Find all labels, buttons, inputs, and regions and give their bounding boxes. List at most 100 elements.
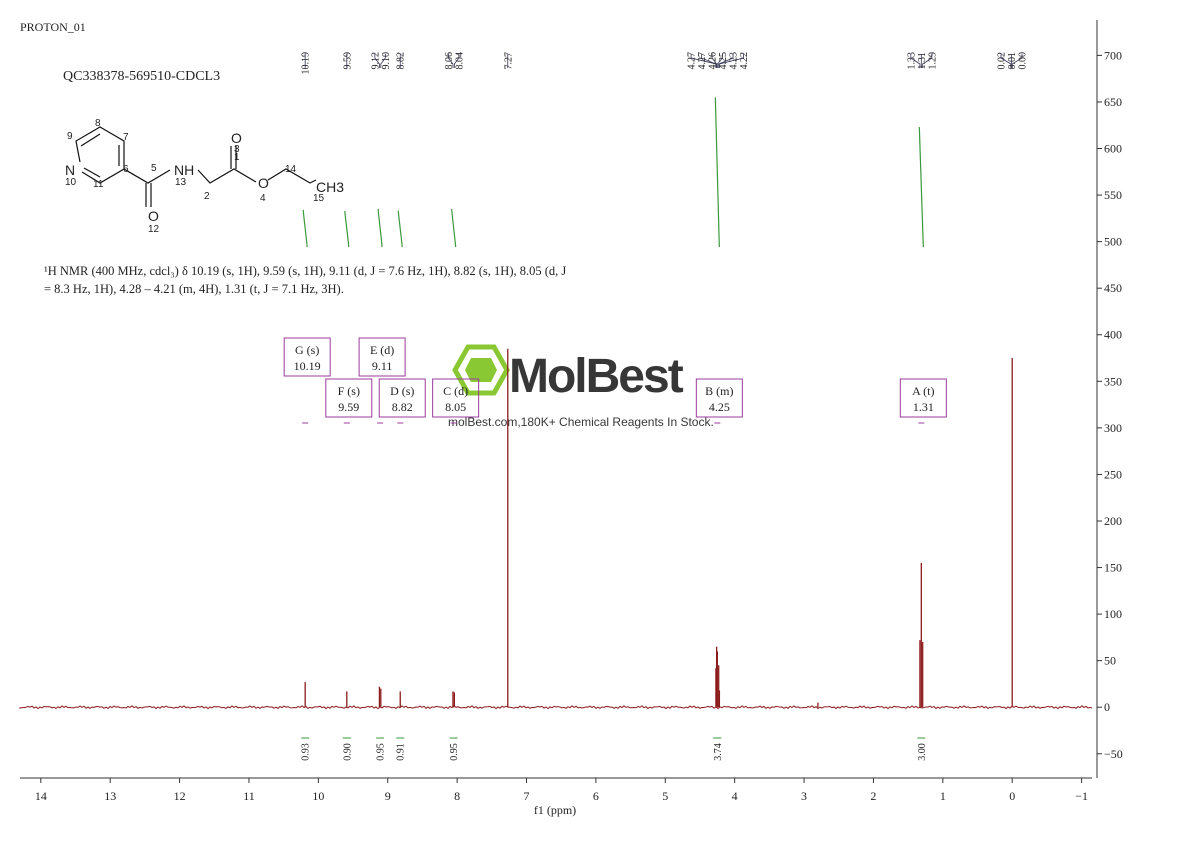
atom-number: 1: [234, 152, 240, 163]
peak-label: 8.82: [396, 52, 407, 70]
atom-number: 15: [313, 193, 325, 204]
peak-leader: [910, 54, 921, 68]
atom-number: 13: [175, 177, 187, 188]
peak-label: 1.33: [906, 52, 917, 70]
atom-number: 4: [260, 193, 266, 204]
baseline: [19, 705, 1093, 710]
integral-curve: [451, 208, 457, 248]
brand: MolBest: [509, 350, 684, 403]
watermark: MolBest molBest.com,180K+ Chemical Reage…: [448, 344, 714, 429]
atom-number: 12: [148, 224, 160, 235]
multiplet-shift: 8.82: [392, 400, 413, 414]
y-tick-label: 450: [1104, 281, 1122, 295]
integral-label: 3.00: [917, 743, 928, 761]
peak-leader: [701, 54, 717, 68]
peak-leader: [922, 54, 933, 68]
integral-curve: [397, 210, 403, 248]
peak-leader: [718, 54, 734, 68]
x-tick-label: −1: [1075, 789, 1088, 803]
x-tick-label: 12: [174, 789, 186, 803]
atom-number: 6: [123, 164, 129, 175]
integral-label: 0.95: [449, 743, 460, 761]
x-tick-label: 8: [454, 789, 460, 803]
peak-label: 9.12: [370, 52, 381, 70]
multiplet-shift: 8.05: [445, 400, 466, 414]
y-tick-label: 250: [1104, 467, 1122, 481]
multiplet-shift: 4.25: [709, 400, 730, 414]
peak-label: 4.22: [739, 52, 750, 70]
atom-number: 2: [204, 191, 210, 202]
y-tick-label: 500: [1104, 235, 1122, 249]
x-tick-label: 5: [662, 789, 668, 803]
atom: O: [231, 130, 242, 146]
multiplet-box: [283, 337, 331, 377]
multiplet-label: F (s): [338, 384, 360, 398]
x-tick-label: 11: [243, 789, 255, 803]
peak-leader: [719, 54, 744, 68]
peak-leader: [716, 54, 723, 68]
multiplet-box: [899, 378, 947, 418]
x-tick-label: 14: [35, 789, 47, 803]
multiplet-label: G (s): [295, 343, 319, 357]
sample-name: QC338378-569510-CDCL3: [63, 69, 220, 84]
integral-curve: [344, 210, 350, 248]
peak-label: 0.00: [1018, 52, 1029, 70]
multiplet-shift: 9.11: [372, 359, 393, 373]
x-tick-label: 2: [870, 789, 876, 803]
integral-label: 0.90: [342, 743, 353, 761]
x-tick-label: 0: [1009, 789, 1015, 803]
peak-leader: [448, 54, 454, 68]
atom: O: [148, 208, 159, 224]
atom: O: [258, 175, 269, 191]
peak-label: 4.26: [708, 52, 719, 70]
integral-label: 3.74: [713, 743, 724, 761]
atom-number: 3: [234, 144, 240, 155]
peak-leader: [711, 54, 718, 68]
multiplet-shift: 10.19: [294, 359, 321, 373]
atom-number: 5: [151, 163, 157, 174]
x-tick-label: 3: [801, 789, 807, 803]
peak-label: 4.27: [697, 52, 708, 70]
integral-curve: [377, 208, 383, 248]
x-tick-label: 9: [385, 789, 391, 803]
peak-leader: [374, 54, 380, 68]
integral-curve: [714, 97, 720, 248]
x-tick-label: 7: [524, 789, 530, 803]
tagline: molBest.com,180K+ Chemical Reagents In S…: [448, 415, 714, 429]
peak-label: 9.59: [342, 52, 353, 70]
description-line: ¹H NMR (400 MHz, cdcl₃) δ 10.19 (s, 1H),…: [44, 264, 566, 278]
multiplet-label: B (m): [705, 384, 733, 398]
peak-label: 7.27: [503, 52, 514, 70]
atom: N: [65, 162, 75, 178]
peak-leader: [1000, 54, 1012, 68]
peak-label: 1.29: [927, 52, 938, 70]
x-tick-label: 1: [940, 789, 946, 803]
y-tick-label: −50: [1104, 747, 1123, 761]
multiplet-box: [378, 378, 426, 418]
peak-leader: [453, 54, 460, 68]
atom-number: 9: [67, 131, 73, 142]
peak-label: 4.25: [718, 52, 729, 70]
atom-number: 11: [93, 179, 104, 190]
multiplet-shift: 1.31: [913, 400, 934, 414]
peak-label: 1.31: [917, 52, 928, 70]
x-axis-label: f1 (ppm): [534, 803, 576, 817]
peak-label: 8.06: [444, 52, 455, 70]
peak-label: 9.10: [381, 52, 392, 70]
multiplet-box: [325, 378, 373, 418]
peak-label: 4.27: [687, 52, 698, 70]
y-tick-label: 50: [1104, 654, 1116, 668]
y-tick-label: 200: [1104, 514, 1122, 528]
y-tick-label: 650: [1104, 95, 1122, 109]
integral-label: 0.93: [301, 743, 312, 761]
multiplet-box: [695, 378, 743, 418]
multiplet-label: A (t): [912, 384, 934, 398]
y-tick-label: 0: [1104, 700, 1110, 714]
atom: NH: [174, 162, 194, 178]
y-tick-label: 300: [1104, 421, 1122, 435]
atom-number: 7: [123, 132, 129, 143]
multiplet-shift: 9.59: [338, 400, 359, 414]
description-line: = 8.3 Hz, 1H), 4.28 – 4.21 (m, 4H), 1.31…: [44, 282, 344, 296]
